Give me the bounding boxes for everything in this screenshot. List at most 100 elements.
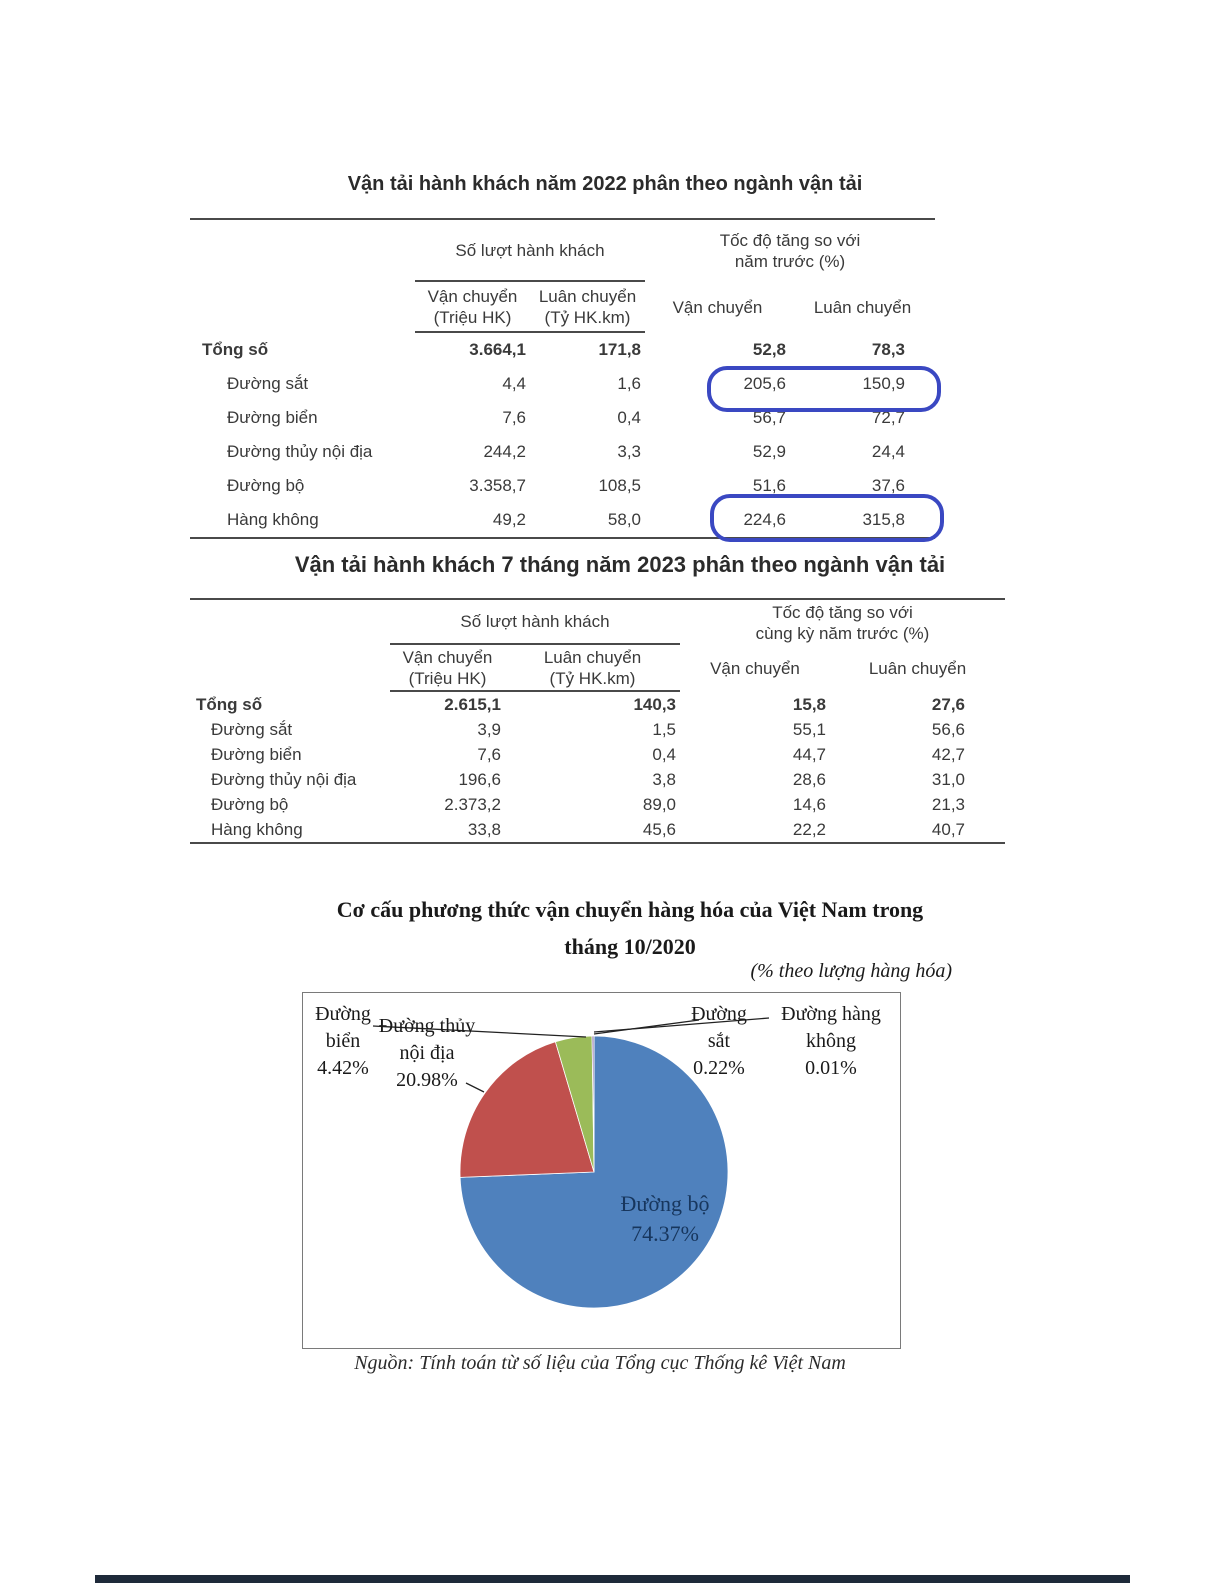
cell-growth-luan-chuyen: 24,4	[871, 442, 905, 461]
cell-growth-luan-chuyen: 72,7	[871, 408, 905, 427]
row-label: Đường biển	[211, 744, 302, 764]
bottom-edge-bar	[95, 1575, 1130, 1583]
row-label: Đường bộ	[227, 476, 305, 495]
table-row: Hàng không 33,8 45,6 22,2 40,7	[190, 817, 1005, 842]
pie-label-duong-sat: Đường sắt 0.22%	[691, 1003, 747, 1079]
leader-line-bien	[372, 1025, 587, 1038]
chart-unit-note: (% theo lượng hàng hóa)	[750, 960, 952, 982]
cell-growth-van-chuyen: 55,1	[792, 719, 826, 739]
table2-group-header: Số lượt hành khách Tốc độ tăng so với cù…	[190, 600, 1005, 645]
cell-luan-chuyen: 89,0	[642, 794, 676, 814]
cell-luan-chuyen: 3,3	[617, 442, 641, 461]
pie-label-duong-thuy-noi-dia: Đường thủy nội địa 20.98%	[378, 1015, 476, 1091]
cell-luan-chuyen: 0,4	[652, 744, 676, 764]
cell-growth-van-chuyen: 22,2	[792, 819, 826, 839]
cell-van-chuyen: 196,6	[458, 769, 501, 789]
cell-luan-chuyen: 1,6	[617, 374, 641, 393]
cell-luan-chuyen: 1,5	[652, 719, 676, 739]
chart-source-note: Nguồn: Tính toán từ số liệu của Tổng cục…	[354, 1352, 846, 1374]
cell-growth-luan-chuyen: 78,3	[871, 340, 905, 359]
cell-growth-luan-chuyen: 40,7	[931, 819, 965, 839]
cell-growth-luan-chuyen: 31,0	[931, 769, 965, 789]
pie-label-duong-bo: Đường bộ 74.37%	[620, 1191, 710, 1246]
table-row: Đường thủy nội địa 196,6 3,8 28,6 31,0	[190, 767, 1005, 792]
table-row: Đường sắt 4,4 1,6 205,6 150,9	[190, 367, 935, 401]
cell-growth-van-chuyen: 14,6	[792, 794, 826, 814]
table1-corner-cell	[190, 220, 415, 282]
cell-luan-chuyen: 58,0	[607, 510, 641, 529]
table2-col4-header: Luân chuyển	[868, 659, 967, 678]
table1-col2-header: Luân chuyển (Tỷ HK.km)	[530, 282, 645, 333]
row-label: Hàng không	[211, 819, 303, 839]
table1-group-header: Số lượt hành khách Tốc độ tăng so với nă…	[190, 220, 935, 282]
row-label: Hàng không	[227, 510, 319, 529]
pie-slices	[459, 1035, 729, 1309]
cell-luan-chuyen: 171,8	[598, 340, 641, 359]
cell-van-chuyen: 4,4	[502, 374, 526, 393]
cell-growth-van-chuyen: 224,6	[743, 510, 786, 529]
cell-growth-luan-chuyen: 37,6	[871, 476, 905, 495]
table1-body: Tổng số 3.664,1 171,8 52,8 78,3 Đường sắ…	[190, 333, 935, 537]
cell-growth-van-chuyen: 205,6	[743, 374, 786, 393]
cell-growth-van-chuyen: 15,8	[792, 694, 826, 714]
table1-title: Vận tải hành khách năm 2022 phân theo ng…	[347, 173, 863, 195]
table-row: Hàng không 49,2 58,0 224,6 315,8	[190, 503, 935, 537]
cell-luan-chuyen: 140,3	[633, 694, 676, 714]
cell-van-chuyen: 244,2	[483, 442, 526, 461]
highlight-oval-rail-growth	[707, 366, 941, 412]
pie-slice-duong-thuy-noi-dia	[459, 1041, 595, 1178]
row-label: Đường bộ	[211, 794, 289, 814]
cell-growth-van-chuyen: 51,6	[752, 476, 786, 495]
cell-growth-van-chuyen: 52,8	[752, 340, 786, 359]
table-row: Đường sắt 3,9 1,5 55,1 56,6	[190, 717, 1005, 742]
table2-group2-header: Tốc độ tăng so với cùng kỳ năm trước (%)	[755, 602, 930, 643]
row-label: Đường sắt	[211, 719, 293, 739]
cell-van-chuyen: 3,9	[477, 719, 501, 739]
row-label: Đường thủy nội địa	[211, 769, 357, 789]
cell-luan-chuyen: 108,5	[598, 476, 641, 495]
cell-growth-luan-chuyen: 56,6	[931, 719, 965, 739]
table-row: Đường bộ 3.358,7 108,5 51,6 37,6	[190, 469, 935, 503]
table1-col4-header: Luân chuyển	[813, 298, 912, 317]
cell-growth-van-chuyen: 28,6	[792, 769, 826, 789]
cell-growth-van-chuyen: 52,9	[752, 442, 786, 461]
cell-growth-van-chuyen: 44,7	[792, 744, 826, 764]
pie-chart-svg	[372, 1017, 770, 1309]
cell-growth-luan-chuyen: 42,7	[931, 744, 965, 764]
table2-col2-header: Luân chuyển (Tỷ HK.km)	[505, 645, 680, 692]
cell-luan-chuyen: 0,4	[617, 408, 641, 427]
cell-growth-luan-chuyen: 27,6	[931, 694, 965, 714]
row-label: Tổng số	[202, 340, 269, 359]
cell-growth-luan-chuyen: 21,3	[931, 794, 965, 814]
row-label: Đường thủy nội địa	[227, 442, 373, 461]
cell-growth-luan-chuyen: 315,8	[862, 510, 905, 529]
cell-luan-chuyen: 45,6	[642, 819, 676, 839]
cell-growth-van-chuyen: 56,7	[752, 408, 786, 427]
cell-van-chuyen: 3.664,1	[469, 340, 526, 359]
leader-line-khong	[593, 1017, 770, 1033]
cell-growth-luan-chuyen: 150,9	[862, 374, 905, 393]
cell-van-chuyen: 7,6	[502, 408, 526, 427]
table-row: Đường biển 7,6 0,4 44,7 42,7	[190, 742, 1005, 767]
table1: Số lượt hành khách Tốc độ tăng so với nă…	[190, 218, 935, 539]
table2-group1-header: Số lượt hành khách	[390, 600, 680, 645]
table2-title: Vận tải hành khách 7 tháng năm 2023 phân…	[294, 552, 946, 577]
leader-lines	[372, 1017, 770, 1093]
table1-group1-header: Số lượt hành khách	[415, 220, 645, 282]
cell-van-chuyen: 7,6	[477, 744, 501, 764]
cell-van-chuyen: 2.615,1	[444, 694, 501, 714]
table-row: Đường biển 7,6 0,4 56,7 72,7	[190, 401, 935, 435]
cell-van-chuyen: 33,8	[467, 819, 501, 839]
table1-group2-header: Tốc độ tăng so với năm trước (%)	[719, 231, 861, 271]
table2-sub-header: Vận chuyển (Triệu HK) Luân chuyển (Tỷ HK.k…	[190, 645, 1005, 692]
pie-chart-plot-area: Đường biển 4.42% Đường thủy nội địa 20.9…	[302, 992, 901, 1349]
table1-sub-header: Vận chuyển (Triệu HK) Luân chuyển (Tỷ HK.k…	[190, 282, 935, 333]
table1-col3-header: Vận chuyển	[672, 298, 763, 317]
table2-corner-cell	[190, 600, 390, 645]
row-label: Đường biển	[227, 408, 318, 427]
pie-label-duong-hang-khong: Đường hàng không 0.01%	[781, 1003, 881, 1079]
table2-col1-header: Vận chuyển (Triệu HK)	[390, 645, 505, 692]
cell-luan-chuyen: 3,8	[652, 769, 676, 789]
cell-van-chuyen: 2.373,2	[444, 794, 501, 814]
